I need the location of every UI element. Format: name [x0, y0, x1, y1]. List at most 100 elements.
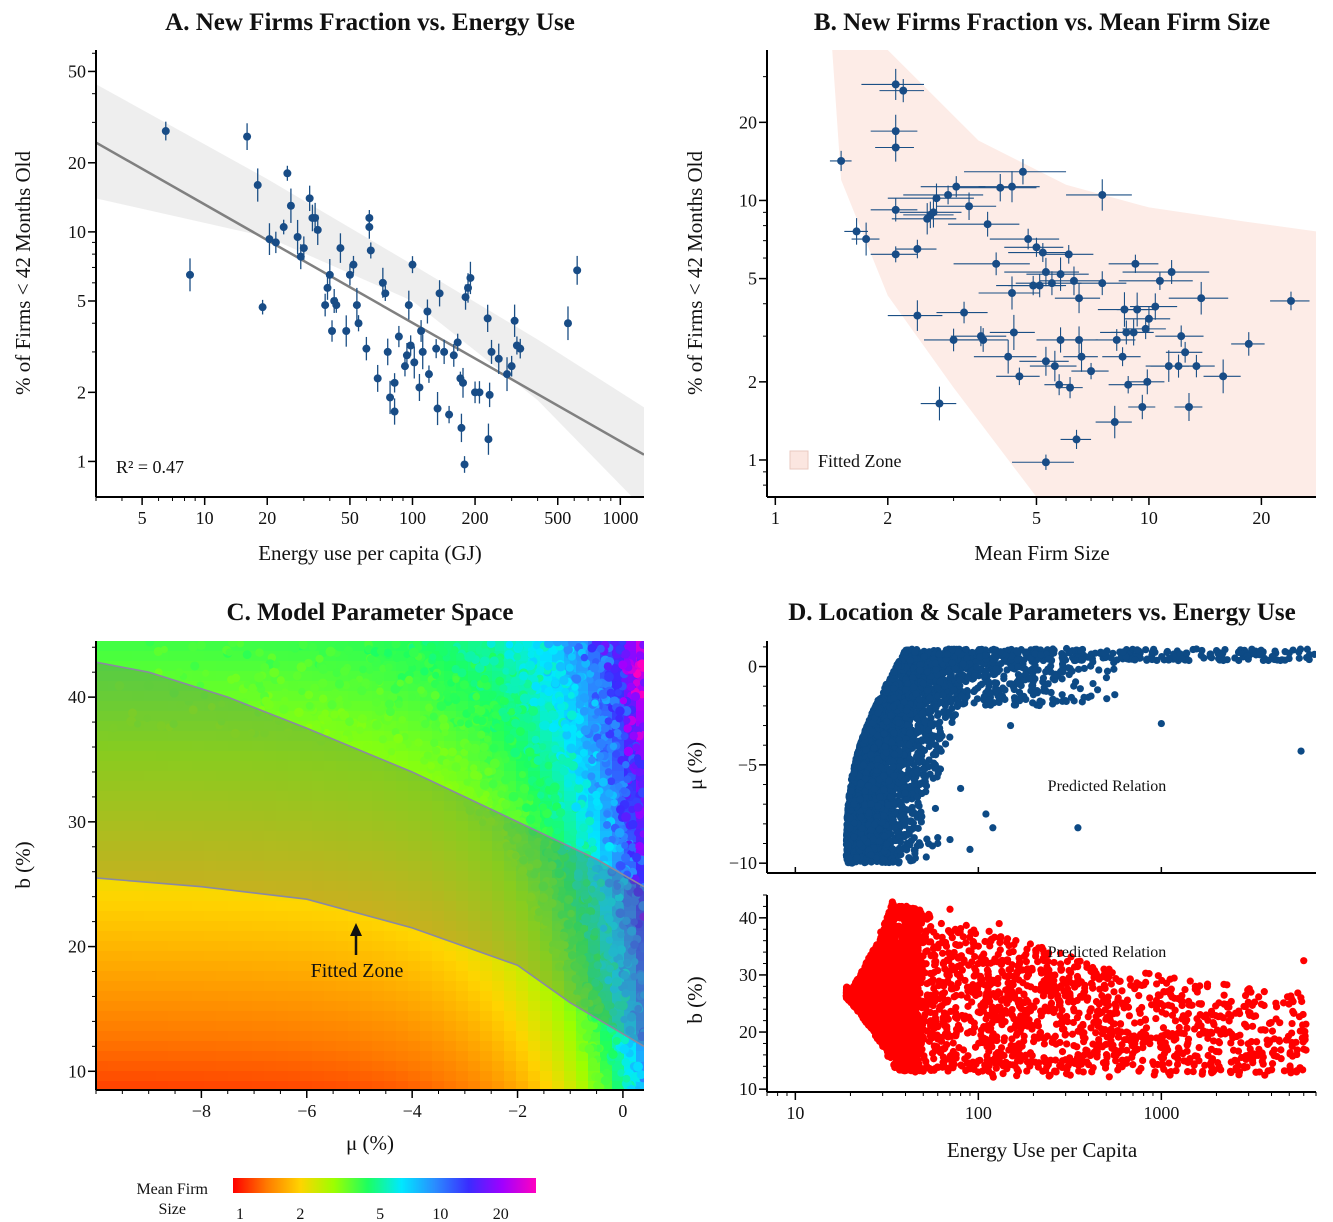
field-cell — [204, 1001, 217, 1012]
data-point — [418, 347, 427, 356]
field-dot — [493, 723, 502, 731]
field-cell — [204, 771, 217, 782]
field-cell — [240, 641, 253, 652]
field-cell — [300, 821, 313, 832]
data-point — [913, 311, 922, 320]
field-dot — [623, 899, 632, 908]
field-cell — [480, 1081, 493, 1090]
field-cell — [432, 761, 445, 772]
field-cell — [492, 931, 505, 942]
field-cell — [132, 1081, 145, 1090]
field-cell — [168, 981, 181, 992]
mu-point — [1103, 695, 1111, 703]
field-cell — [120, 1011, 133, 1022]
field-cell — [264, 991, 277, 1002]
field-cell — [396, 751, 409, 762]
field-cell — [192, 1011, 205, 1022]
field-cell — [372, 961, 385, 972]
field-cell — [504, 931, 517, 942]
data-point — [992, 259, 1001, 268]
field-cell — [144, 661, 157, 672]
field-cell — [168, 701, 181, 712]
field-dot — [318, 664, 329, 675]
x-tick-label: 10 — [1140, 508, 1158, 528]
field-dot — [529, 804, 538, 812]
field-cell — [420, 741, 433, 752]
field-cell — [192, 971, 205, 982]
field-cell — [396, 641, 409, 652]
field-cell — [192, 701, 205, 712]
data-point — [453, 338, 462, 347]
field-cell — [468, 841, 481, 852]
field-cell — [144, 1051, 157, 1062]
field-cell — [204, 921, 217, 932]
field-dot — [344, 646, 354, 656]
field-cell — [396, 811, 409, 822]
data-point — [400, 362, 409, 371]
field-cell — [444, 931, 457, 942]
field-cell — [516, 711, 529, 722]
field-cell — [96, 1051, 109, 1062]
field-dot — [582, 779, 592, 789]
field-cell — [300, 1031, 313, 1042]
field-cell — [168, 661, 181, 672]
field-cell — [228, 1081, 241, 1090]
field-cell — [156, 871, 169, 882]
field-dot — [580, 725, 591, 736]
field-cell — [120, 1051, 133, 1062]
field-dot — [427, 762, 435, 770]
field-cell — [180, 871, 193, 882]
field-cell — [204, 891, 217, 902]
field-cell — [468, 931, 481, 942]
field-cell — [456, 701, 469, 712]
data-point — [1009, 328, 1018, 337]
field-cell — [384, 721, 397, 732]
field-cell — [492, 781, 505, 792]
field-cell — [132, 861, 145, 872]
field-cell — [180, 801, 193, 812]
field-cell — [324, 1011, 337, 1022]
field-cell — [264, 981, 277, 992]
field-cell — [132, 731, 145, 742]
field-cell — [372, 771, 385, 782]
field-dot — [550, 793, 560, 803]
field-cell — [552, 1031, 565, 1042]
field-cell — [132, 831, 145, 842]
field-dot — [579, 706, 589, 716]
field-dot — [567, 929, 576, 938]
field-cell — [228, 1031, 241, 1042]
field-cell — [216, 741, 229, 752]
field-cell — [336, 851, 349, 862]
field-dot — [296, 662, 307, 673]
field-cell — [564, 1071, 577, 1082]
field-dot — [591, 699, 599, 707]
field-cell — [120, 941, 133, 952]
field-cell — [156, 961, 169, 972]
field-dot — [507, 828, 516, 838]
field-cell — [216, 1001, 229, 1012]
field-cell — [216, 931, 229, 942]
field-dot — [317, 714, 325, 722]
field-dot — [522, 803, 531, 813]
field-cell — [264, 831, 277, 842]
field-cell — [588, 921, 601, 932]
field-cell — [408, 1021, 421, 1032]
field-cell — [336, 1031, 349, 1042]
field-cell — [360, 1021, 373, 1032]
data-point — [935, 399, 944, 408]
field-cell — [132, 1061, 145, 1072]
field-dot — [621, 989, 630, 998]
field-cell — [108, 641, 121, 652]
panel-d: D. Location & Scale Parameters vs. Energ… — [683, 599, 1317, 1162]
field-cell — [300, 851, 313, 862]
field-cell — [588, 821, 601, 832]
field-cell — [204, 731, 217, 742]
field-cell — [156, 781, 169, 792]
field-dot — [439, 721, 450, 732]
field-dot — [429, 712, 438, 721]
field-cell — [408, 881, 421, 892]
field-cell — [96, 821, 109, 832]
field-cell — [636, 1021, 644, 1032]
field-cell — [96, 881, 109, 892]
field-cell — [312, 891, 325, 902]
